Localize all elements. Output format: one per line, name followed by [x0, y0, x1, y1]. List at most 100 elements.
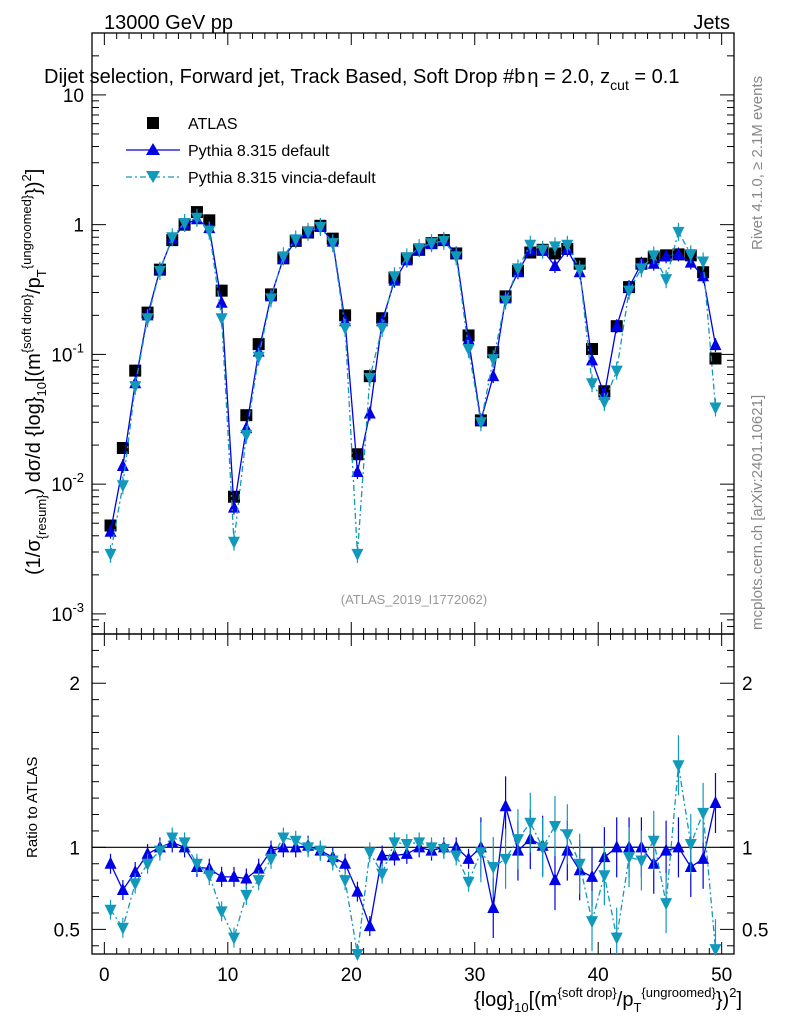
category-label: Jets — [693, 12, 730, 34]
ratio-series-line — [109, 802, 717, 929]
ratio-y-tick-label: 2 — [69, 674, 80, 695]
ratio-point — [116, 922, 129, 935]
data-point — [672, 247, 685, 260]
ratio-point — [240, 889, 253, 902]
ratio-point — [548, 821, 561, 833]
data-point — [660, 249, 673, 262]
data-point — [623, 285, 636, 298]
ratio-point — [265, 853, 278, 866]
ratio-point — [684, 839, 697, 852]
ratio-point — [388, 837, 401, 850]
ratio-point — [548, 873, 561, 886]
x-tick-label: 40 — [588, 965, 609, 986]
ratio-point — [104, 904, 117, 917]
ratio-point — [474, 847, 487, 860]
data-point — [227, 500, 240, 513]
data-point — [709, 352, 722, 365]
data-point — [586, 353, 599, 366]
ratio-point — [252, 875, 265, 888]
data-point — [548, 241, 561, 254]
ratio-point — [536, 842, 549, 855]
data-point — [437, 235, 450, 248]
data-point — [697, 269, 710, 282]
rivet-label: Rivet 4.1.0, ≥ 2.1M events — [749, 76, 766, 250]
ratio-point — [215, 906, 228, 919]
data-point — [314, 221, 327, 234]
data-point — [536, 244, 549, 257]
ratio-point — [660, 898, 673, 911]
ratio-y-tick-label-right: 0.5 — [742, 920, 768, 941]
x-tick-label: 30 — [464, 965, 485, 986]
data-point — [166, 232, 179, 245]
y-tick-label: 10-3 — [51, 600, 84, 626]
data-point — [400, 252, 413, 265]
ratio-point — [363, 847, 376, 860]
ratio-point — [647, 835, 660, 848]
data-point — [709, 338, 722, 351]
ratio-point — [339, 875, 352, 888]
ratio-point — [586, 916, 599, 929]
data-point — [487, 369, 500, 382]
data-point — [586, 378, 599, 391]
data-point — [190, 212, 203, 225]
ratio-point — [610, 840, 623, 853]
ratio-point — [462, 851, 475, 864]
legend-marker-default — [146, 143, 160, 155]
data-point — [203, 225, 216, 238]
ratio-point — [450, 850, 463, 863]
data-point — [203, 214, 216, 227]
data-point — [104, 524, 117, 537]
data-point — [376, 322, 389, 335]
ratio-point — [499, 853, 512, 866]
ratio-y-tick-label-right: 1 — [742, 838, 753, 859]
ratio-point — [190, 858, 203, 871]
ratio-point — [709, 944, 722, 957]
data-point — [697, 256, 710, 269]
ratio-point — [425, 842, 438, 855]
ratio-point — [462, 876, 475, 889]
ratio-point — [116, 883, 129, 895]
data-point — [363, 406, 376, 419]
ratio-point — [129, 878, 142, 891]
ratio-point — [351, 884, 364, 897]
data-point — [129, 364, 142, 377]
ratio-point — [104, 856, 117, 869]
data-point — [302, 226, 315, 239]
ratio-point — [289, 835, 302, 848]
ratio-point — [376, 868, 389, 881]
data-point — [215, 313, 228, 326]
y-tick-label: 10 — [63, 86, 84, 107]
ratio-point — [511, 834, 524, 847]
data-point — [610, 319, 623, 332]
plot-title: Dijet selection, Forward jet, Track Base… — [44, 66, 679, 93]
ratio-point — [314, 845, 327, 858]
ratio-point — [561, 829, 574, 842]
ratio-point — [586, 869, 599, 882]
data-point — [598, 396, 611, 409]
ratio-point — [376, 848, 389, 861]
x-tick-label: 0 — [99, 965, 110, 986]
data-point — [672, 226, 685, 239]
data-point — [227, 536, 240, 549]
ratio-point — [672, 840, 685, 853]
data-point — [524, 239, 537, 252]
data-point — [363, 372, 376, 385]
legend-label-default: Pythia 8.315 default — [188, 143, 330, 160]
ratio-point — [227, 932, 240, 945]
ratio-point — [277, 832, 290, 845]
legend-label-atlas: ATLAS — [188, 116, 238, 133]
data-point — [141, 313, 154, 326]
data-point — [413, 243, 426, 256]
ratio-point — [240, 871, 253, 884]
legend: ATLAS Pythia 8.315 default Pythia 8.315 … — [126, 116, 376, 187]
legend-marker-vincia — [146, 171, 160, 183]
data-point — [277, 251, 290, 264]
data-point — [129, 381, 142, 394]
ratio-point — [487, 862, 500, 875]
ratio-point — [697, 807, 710, 820]
x-axis-label: {log}10[(m{soft drop}/pT{ungroomed}})2] — [474, 985, 742, 1015]
ratio-point — [339, 856, 352, 869]
data-point — [709, 402, 722, 415]
ratio-point — [203, 870, 216, 883]
